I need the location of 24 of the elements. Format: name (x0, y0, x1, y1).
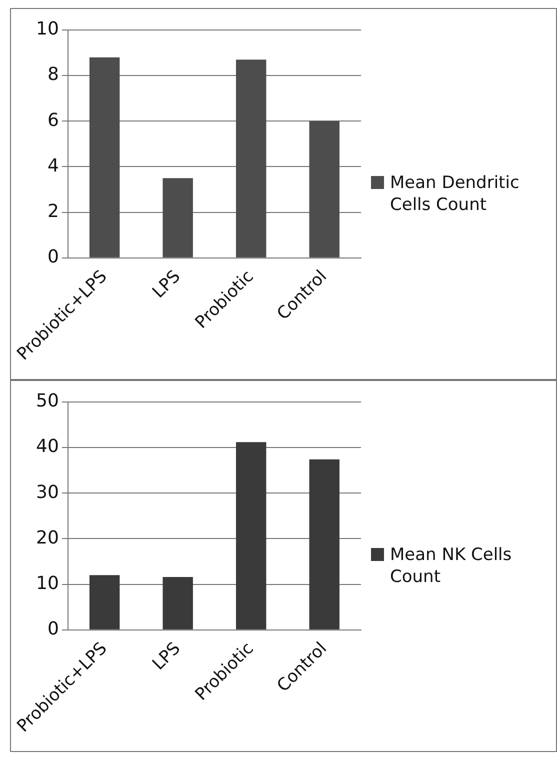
legend-label: Mean NK Cells Count (390, 544, 513, 588)
y-tick-label: 8 (47, 64, 59, 86)
y-tick-label: 20 (36, 527, 59, 548)
bar (162, 577, 193, 630)
y-tick-label: 0 (47, 246, 59, 268)
bar (236, 60, 266, 258)
y-tick-label: 10 (36, 18, 59, 40)
y-tick-label: 2 (47, 200, 59, 222)
y-tick-label: 6 (47, 110, 59, 131)
legend-label: Mean Dendritic Cells Count (390, 172, 520, 216)
x-tick-label: LPS (148, 266, 184, 302)
y-tick-label: 4 (47, 155, 59, 176)
bar (89, 57, 120, 258)
y-tick-label: 40 (36, 436, 59, 458)
x-tick-label: LPS (148, 638, 184, 674)
bar (162, 178, 193, 258)
y-tick-label: 0 (47, 618, 59, 640)
y-tick-label: 50 (36, 390, 59, 412)
bar (309, 121, 340, 258)
bar (89, 575, 120, 630)
bar (309, 459, 340, 630)
y-tick-label: 10 (36, 572, 59, 594)
y-tick-label: 30 (36, 482, 59, 503)
bar (236, 442, 266, 630)
